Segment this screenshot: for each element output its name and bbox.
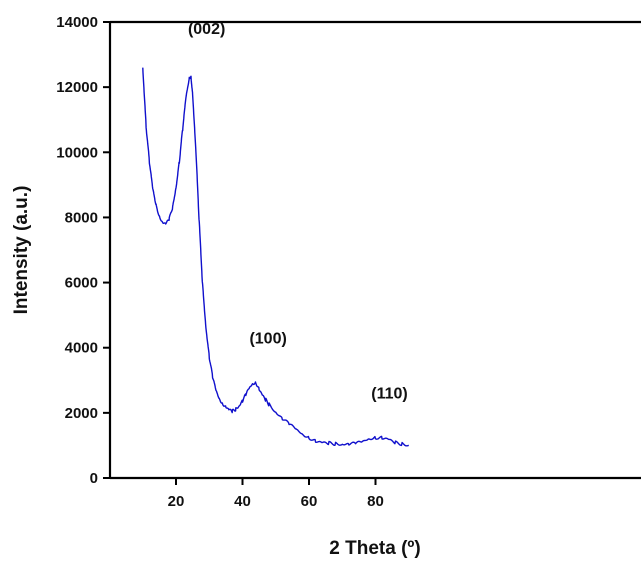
x-axis-title: 2 Theta (º) — [329, 538, 420, 559]
y-tick-label: 6000 — [65, 275, 98, 292]
y-tick-label: 2000 — [65, 405, 98, 422]
y-tick-label: 4000 — [65, 340, 98, 357]
peak-label: (002) — [188, 21, 225, 38]
peak-label: (100) — [249, 330, 286, 347]
x-tick-label: 80 — [367, 493, 384, 510]
y-tick-label: 8000 — [65, 209, 98, 226]
x-tick-label: 40 — [234, 493, 251, 510]
y-axis-title: Intensity (a.u.) — [11, 186, 32, 315]
x-tick-label: 60 — [301, 493, 318, 510]
y-tick-label: 12000 — [56, 79, 98, 96]
y-tick-label: 10000 — [56, 144, 98, 161]
peak-annotations: (002) (100) (110) — [188, 21, 408, 403]
y-tick-label: 0 — [90, 470, 98, 487]
peak-label: (110) — [371, 386, 407, 403]
series-line — [142, 67, 409, 447]
x-axis-ticks: 20 40 60 80 — [168, 478, 384, 510]
plot-area: 0 2000 4000 6000 8000 10000 12000 14000 20 40 60 8… — [56, 14, 641, 510]
y-tick-label: 14000 — [56, 14, 98, 31]
x-tick-label: 20 — [168, 493, 185, 510]
y-axis-ticks: 0 2000 4000 6000 8000 10000 12000 14000 — [56, 14, 110, 487]
